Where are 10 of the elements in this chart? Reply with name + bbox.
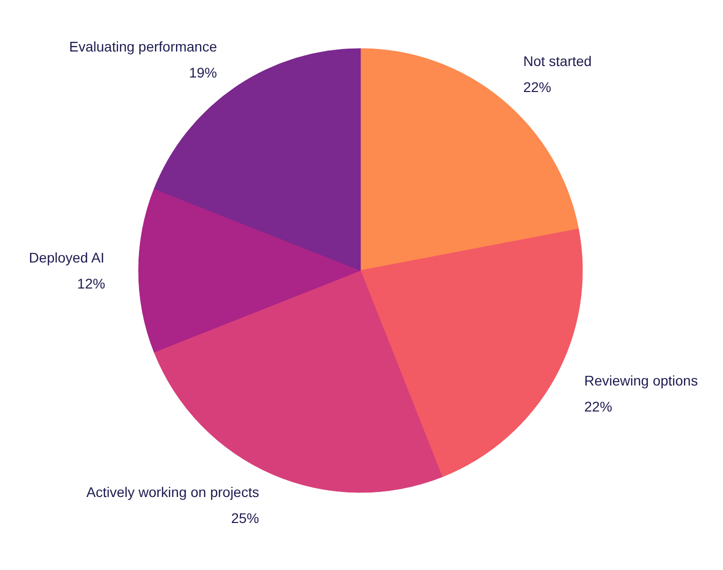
- slice-label: Evaluating performance: [69, 38, 218, 54]
- slice-label: Deployed AI: [28, 250, 104, 266]
- slice-label: Not started: [523, 52, 592, 69]
- data-label: 25%: [231, 510, 260, 526]
- data-label: 22%: [584, 398, 612, 414]
- data-label: 19%: [188, 64, 218, 80]
- data-label: 22%: [523, 78, 552, 95]
- slice-label: Actively working on projects: [86, 484, 260, 500]
- slice-label: Reviewing options: [584, 372, 698, 388]
- data-label: 12%: [77, 276, 106, 292]
